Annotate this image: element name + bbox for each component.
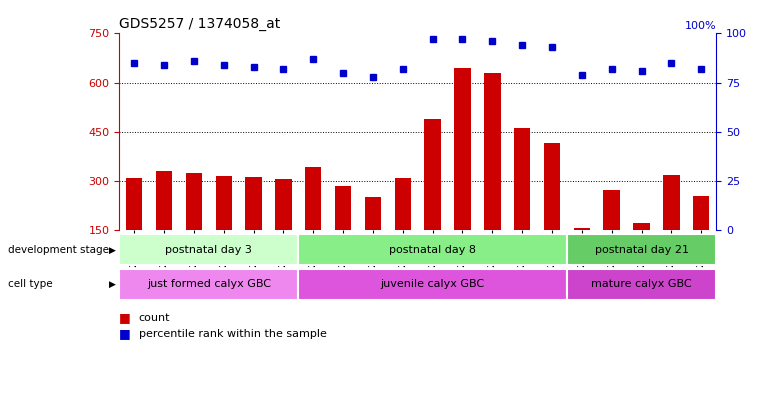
Bar	[186, 173, 203, 230]
Text: ▶: ▶	[109, 280, 116, 288]
Bar	[335, 185, 351, 230]
Bar	[604, 190, 620, 230]
Bar	[246, 177, 262, 230]
Bar	[156, 171, 172, 230]
Text: mature calyx GBC: mature calyx GBC	[591, 279, 691, 289]
Text: ■: ■	[119, 327, 131, 340]
Text: postnatal day 8: postnatal day 8	[389, 245, 476, 255]
Bar	[693, 195, 709, 230]
Bar	[574, 228, 590, 230]
Bar	[275, 179, 292, 230]
Bar	[394, 178, 411, 230]
Bar	[663, 175, 680, 230]
Bar	[119, 235, 299, 265]
Bar	[567, 235, 716, 265]
Text: ▶: ▶	[109, 246, 116, 254]
Text: postnatal day 3: postnatal day 3	[166, 245, 253, 255]
Text: juvenile calyx GBC: juvenile calyx GBC	[380, 279, 484, 289]
Bar	[544, 143, 561, 230]
Bar	[365, 196, 381, 230]
Bar	[567, 269, 716, 299]
Bar	[299, 269, 567, 299]
Bar	[454, 68, 470, 230]
Bar	[119, 269, 299, 299]
Bar	[299, 235, 567, 265]
Text: 100%: 100%	[685, 22, 716, 31]
Text: postnatal day 21: postnatal day 21	[594, 245, 688, 255]
Text: just formed calyx GBC: just formed calyx GBC	[147, 279, 271, 289]
Bar	[424, 119, 441, 230]
Bar	[216, 176, 232, 230]
Text: ■: ■	[119, 311, 131, 325]
Text: percentile rank within the sample: percentile rank within the sample	[139, 329, 326, 339]
Text: count: count	[139, 313, 170, 323]
Bar	[126, 178, 142, 230]
Bar	[514, 129, 531, 230]
Bar	[305, 167, 322, 230]
Bar	[633, 223, 650, 230]
Bar	[484, 73, 500, 230]
Text: development stage: development stage	[8, 245, 109, 255]
Text: cell type: cell type	[8, 279, 52, 289]
Text: GDS5257 / 1374058_at: GDS5257 / 1374058_at	[119, 17, 280, 31]
